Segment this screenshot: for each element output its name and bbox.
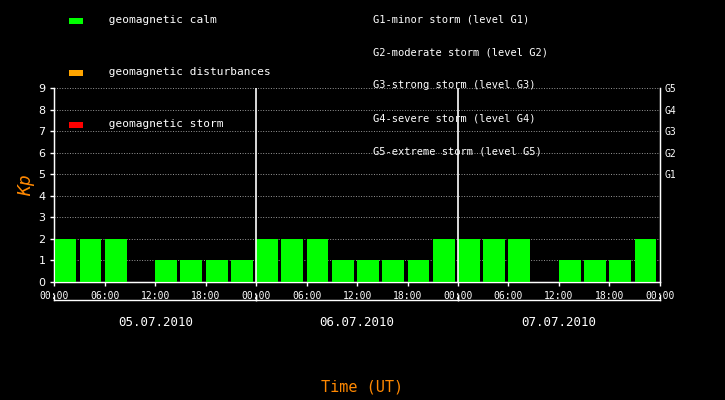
Bar (80, 239, 102, 282)
Bar (584, 260, 606, 282)
Text: G5-extreme storm (level G5): G5-extreme storm (level G5) (373, 147, 542, 157)
Bar (407, 260, 429, 282)
Text: geomagnetic disturbances: geomagnetic disturbances (102, 67, 270, 77)
Text: geomagnetic storm: geomagnetic storm (102, 119, 223, 129)
Bar (458, 239, 480, 282)
Bar (54, 239, 76, 282)
Bar (105, 239, 127, 282)
Bar (357, 260, 379, 282)
Bar (231, 260, 253, 282)
Text: G3-strong storm (level G3): G3-strong storm (level G3) (373, 80, 536, 90)
Text: 05.07.2010: 05.07.2010 (117, 316, 193, 329)
Bar (307, 239, 328, 282)
Bar (634, 239, 656, 282)
Text: G1-minor storm (level G1): G1-minor storm (level G1) (373, 14, 530, 24)
Bar (281, 239, 303, 282)
Text: G2-moderate storm (level G2): G2-moderate storm (level G2) (373, 47, 548, 57)
Bar (483, 239, 505, 282)
Bar (433, 239, 455, 282)
Text: geomagnetic calm: geomagnetic calm (102, 15, 216, 25)
Bar (508, 239, 530, 282)
Bar (382, 260, 404, 282)
Bar (256, 239, 278, 282)
Text: G4-severe storm (level G4): G4-severe storm (level G4) (373, 114, 536, 124)
Text: 06.07.2010: 06.07.2010 (320, 316, 394, 329)
Text: 07.07.2010: 07.07.2010 (521, 316, 597, 329)
Bar (155, 260, 177, 282)
Bar (206, 260, 228, 282)
Bar (559, 260, 581, 282)
Bar (609, 260, 631, 282)
Bar (332, 260, 354, 282)
Text: Time (UT): Time (UT) (321, 379, 404, 394)
Bar (181, 260, 202, 282)
Y-axis label: Kp: Kp (17, 174, 36, 196)
